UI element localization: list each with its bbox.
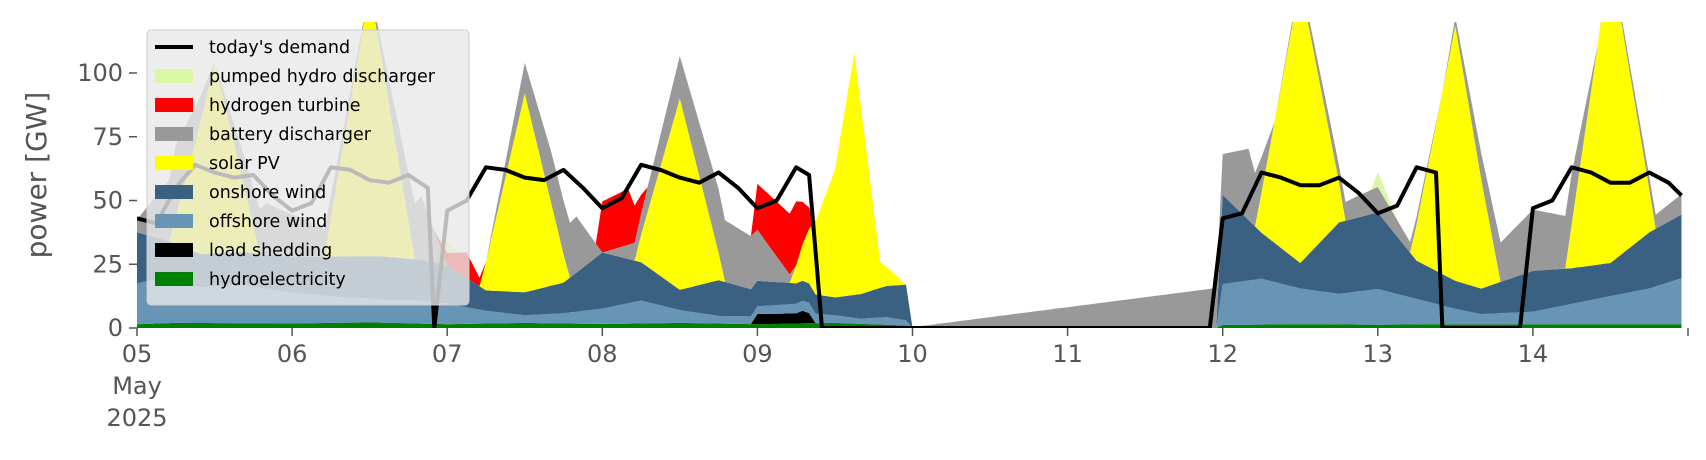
x-tick-label-12: 12 (1207, 340, 1238, 368)
legend-label-solar-pv: solar PV (209, 154, 280, 174)
legend-label-hydrogen-turbine: hydrogen turbine (209, 96, 361, 116)
axes: 0 25 50 75 100 05 May 2025 06 07 08 09 10 11 12 13 14 (77, 59, 1689, 432)
area-hydroelectricity (137, 322, 1682, 328)
area-offshore-wind (137, 277, 1682, 328)
area-solar-pv (137, 22, 1682, 328)
legend-box (146, 29, 470, 306)
legend-swatch-hydrogen-turbine (155, 98, 193, 112)
x-tick-label-10: 10 (897, 340, 928, 368)
x-tick-label-07: 07 (432, 340, 463, 368)
legend-label-today-s-demand: today's demand (209, 38, 350, 58)
legend-swatch-solar-pv (155, 156, 193, 170)
x-tick-label-09: 09 (742, 340, 773, 368)
legend-swatch-hydroelectricity (155, 272, 193, 286)
x-tick-sublabel-may: May (112, 372, 162, 400)
x-tick-label-11: 11 (1052, 340, 1083, 368)
y-tick-label-50: 50 (92, 187, 123, 215)
legend: today's demand pumped hydro discharger hyd… (146, 29, 470, 306)
y-tick-label-100: 100 (77, 59, 123, 87)
area-onshore-wind (137, 194, 1682, 328)
legend-swatch-battery-discharger (155, 127, 193, 141)
x-tick-sublabel-2025: 2025 (106, 404, 167, 432)
legend-label-offshore-wind: offshore wind (209, 212, 327, 232)
legend-swatch-load-shedding (155, 243, 193, 257)
legend-label-hydroelectricity: hydroelectricity (209, 270, 346, 290)
y-tick-label-75: 75 (92, 123, 123, 151)
x-tick-label-06: 06 (277, 340, 308, 368)
x-tick-label-14: 14 (1518, 340, 1549, 368)
legend-label-onshore-wind: onshore wind (209, 183, 326, 203)
legend-label-pumped-hydro-discharger: pumped hydro discharger (209, 67, 436, 87)
x-tick-label-13: 13 (1363, 340, 1394, 368)
x-tick-label-05: 05 (122, 340, 153, 368)
y-tick-label-25: 25 (92, 250, 123, 278)
stacked-areas (137, 22, 1682, 328)
legend-label-load-shedding: load shedding (209, 241, 332, 261)
y-axis-label: power [GW] (20, 92, 53, 259)
y-tick-label-0: 0 (108, 314, 123, 342)
x-tick-label-08: 08 (587, 340, 618, 368)
legend-swatch-offshore-wind (155, 214, 193, 228)
legend-swatch-pumped-hydro-discharger (155, 69, 193, 83)
area-battery-discharger (137, 22, 1682, 328)
legend-label-battery-discharger: battery discharger (209, 125, 372, 145)
legend-swatch-onshore-wind (155, 185, 193, 199)
